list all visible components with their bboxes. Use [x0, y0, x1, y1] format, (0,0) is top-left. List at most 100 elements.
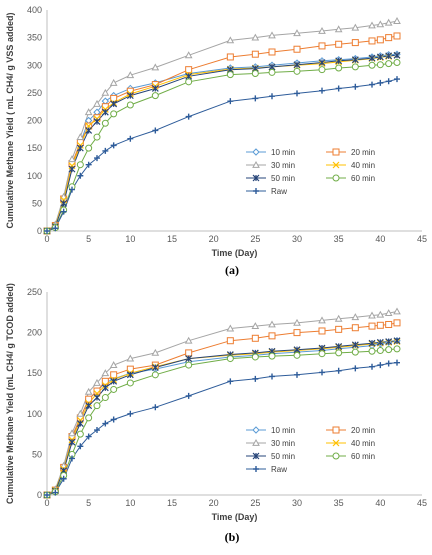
data-point-raw — [69, 186, 75, 193]
legend-marker-10-min — [252, 426, 260, 434]
data-point-60-min — [226, 71, 234, 79]
x-tick-label: 25 — [250, 498, 260, 508]
data-point-50-min — [376, 53, 384, 61]
data-point-raw — [227, 378, 234, 385]
x-tick-label: 30 — [292, 498, 302, 508]
data-point-20-min — [101, 377, 109, 385]
data-point-30-min — [334, 314, 343, 322]
data-point-raw — [44, 492, 50, 498]
data-point-30-min — [334, 25, 343, 33]
data-point-60-min — [251, 353, 259, 361]
data-point-raw — [394, 76, 400, 83]
data-point-raw — [127, 135, 134, 142]
data-point-20-min — [293, 45, 301, 53]
data-point-30-min — [368, 21, 376, 29]
y-tick-label: 100 — [27, 409, 42, 419]
data-point-60-min — [110, 110, 118, 118]
legend-label-20-min: 20 min — [351, 426, 375, 435]
x-tick-label: 0 — [44, 498, 49, 508]
data-point-raw — [269, 373, 275, 380]
data-point-60-min — [335, 349, 343, 357]
data-point-60-min — [268, 352, 276, 360]
data-point-50-min — [110, 377, 118, 385]
y-tick-label: 100 — [27, 171, 42, 181]
legend-label-40-min: 40 min — [351, 439, 375, 448]
legend-a: 10 min 20 min 30 min 40 min 50 min 60 min Raw — [246, 148, 375, 196]
data-point-30-min — [76, 133, 85, 140]
x-tick-label: 5 — [86, 234, 91, 244]
data-point-20-min — [226, 53, 234, 61]
legend-marker-60-min — [332, 174, 340, 182]
data-point-raw — [252, 375, 259, 382]
data-point-50-min — [293, 61, 301, 69]
legend-label-60-min: 60 min — [351, 174, 375, 183]
data-point-raw — [227, 98, 234, 105]
data-point-30-min — [101, 369, 110, 377]
data-point-60-min — [385, 346, 393, 354]
data-point-60-min — [85, 414, 93, 422]
data-point-raw — [335, 85, 342, 92]
data-point-20-min — [376, 36, 384, 44]
data-point-20-min — [335, 325, 343, 333]
data-point-50-min — [393, 51, 401, 59]
data-point-60-min — [268, 68, 276, 76]
data-point-20-min — [393, 319, 401, 327]
data-point-60-min — [376, 346, 384, 354]
data-point-30-min — [126, 71, 135, 79]
series-line-10-min — [46, 340, 398, 496]
legend-label-raw: Raw — [271, 465, 287, 474]
x-tick-label: 35 — [334, 498, 344, 508]
data-point-30-min — [293, 318, 301, 326]
panel-tag-a: (a) — [225, 263, 239, 277]
data-point-50-min — [335, 342, 343, 350]
x-tick-label: 0 — [44, 234, 49, 244]
y-axis-title: Cumulative Methane Yield ( mL CH4/ g VSS… — [5, 13, 15, 229]
data-point-60-min — [376, 61, 384, 69]
data-point-20-min — [293, 329, 301, 337]
data-point-50-min — [68, 438, 76, 446]
data-point-raw — [394, 359, 400, 366]
data-point-30-min — [268, 31, 276, 39]
data-point-raw — [385, 360, 392, 367]
data-point-raw — [252, 95, 259, 102]
y-tick-label: 0 — [37, 226, 42, 236]
legend-label-20-min: 20 min — [351, 148, 375, 157]
data-point-30-min — [251, 322, 260, 330]
data-point-50-min — [335, 57, 343, 65]
data-point-50-min — [185, 355, 193, 363]
data-point-30-min — [151, 63, 160, 71]
x-tick-label: 20 — [209, 498, 219, 508]
data-point-30-min — [318, 26, 326, 34]
series-line-50-min — [46, 54, 398, 232]
data-point-20-min — [385, 320, 393, 328]
data-point-raw — [185, 392, 192, 399]
data-point-raw — [352, 83, 359, 90]
data-point-30-min — [268, 320, 276, 328]
data-point-50-min — [318, 59, 326, 66]
data-point-50-min — [85, 127, 93, 134]
data-point-30-min — [393, 307, 401, 315]
data-point-60-min — [293, 351, 301, 359]
y-tick-label: 200 — [27, 328, 42, 338]
x-tick-label: 30 — [292, 234, 302, 244]
data-point-20-min — [385, 34, 393, 42]
legend-marker-20-min — [332, 426, 340, 434]
data-point-50-min — [385, 52, 393, 60]
data-point-20-min — [376, 321, 384, 329]
x-axis-title: Time (Day) — [212, 512, 258, 522]
data-point-60-min — [351, 63, 359, 71]
data-point-60-min — [93, 402, 101, 410]
data-point-60-min — [385, 60, 393, 68]
series-line-40-min — [46, 54, 398, 232]
data-point-raw — [85, 161, 92, 168]
data-point-50-min — [393, 337, 401, 345]
x-tick-label: 10 — [125, 498, 135, 508]
data-point-raw — [52, 489, 59, 496]
data-point-50-min — [368, 339, 376, 347]
data-point-20-min — [226, 337, 234, 345]
data-point-20-min — [251, 334, 259, 342]
legend-label-30-min: 30 min — [271, 439, 295, 448]
data-point-raw — [335, 367, 342, 374]
data-point-20-min — [351, 39, 359, 47]
legend-marker-10-min — [252, 148, 260, 156]
